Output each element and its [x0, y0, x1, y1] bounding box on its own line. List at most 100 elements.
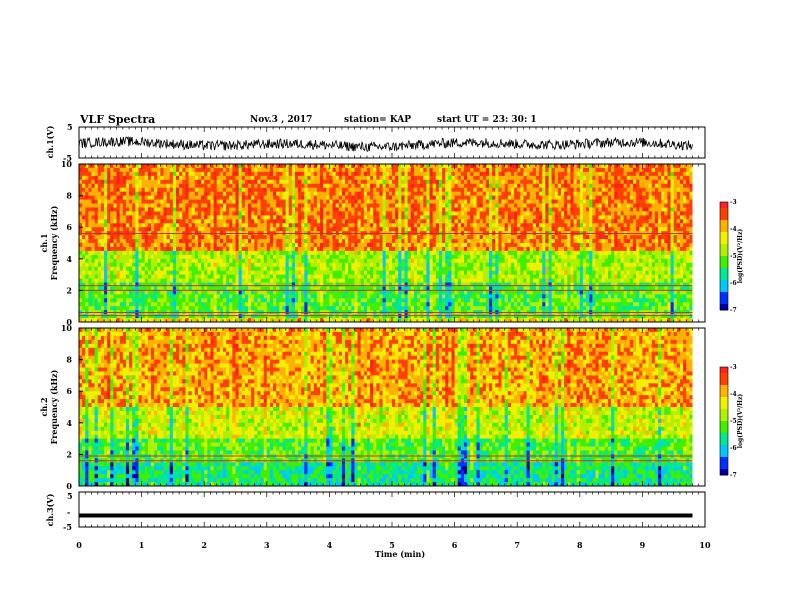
- spectrogram-cell: [298, 223, 302, 227]
- spectrogram-cell: [145, 259, 149, 263]
- spectrogram-cell: [126, 314, 130, 318]
- spectrogram-cell: [301, 200, 305, 204]
- spectrogram-cell: [110, 188, 114, 192]
- spectrogram-cell: [282, 227, 286, 231]
- spectrogram-cell: [120, 211, 124, 215]
- spectrogram-cell: [304, 211, 308, 215]
- spectrogram-cell: [304, 294, 308, 298]
- spectrogram-cell: [217, 164, 221, 168]
- spectrogram-cell: [292, 204, 296, 208]
- spectrogram-cell: [198, 207, 202, 211]
- spectrogram-cell: [176, 207, 180, 211]
- spectrogram-cell: [88, 247, 92, 251]
- spectrogram-cell: [298, 215, 302, 219]
- spectrogram-cell: [182, 279, 186, 283]
- spectrogram-cell: [292, 200, 296, 204]
- spectrogram-cell: [126, 219, 130, 223]
- spectrogram-cell: [85, 164, 89, 168]
- spectrogram-cell: [173, 298, 177, 302]
- spectrogram-cell: [179, 290, 183, 294]
- spectrogram-cell: [207, 255, 211, 259]
- spectrogram-cell: [257, 188, 261, 192]
- spectrogram-cell: [239, 294, 243, 298]
- spectrogram-cell: [117, 188, 121, 192]
- spectrogram-cell: [117, 283, 121, 287]
- spectrogram-cell: [229, 188, 233, 192]
- spectrogram-cell: [292, 168, 296, 172]
- spectrogram-cell: [95, 188, 99, 192]
- spectrogram-cell: [182, 290, 186, 294]
- spectrogram-cell: [88, 251, 92, 255]
- spectrogram-cell: [242, 267, 246, 271]
- spectrogram-cell: [176, 235, 180, 239]
- spectrogram-cell: [273, 259, 277, 263]
- spectrogram-cell: [220, 168, 224, 172]
- spectrogram-cell: [101, 290, 105, 294]
- spectrogram-cell: [289, 251, 293, 255]
- spectrogram-cell: [135, 180, 139, 184]
- spectrogram-cell: [167, 196, 171, 200]
- spectrogram-cell: [173, 207, 177, 211]
- spectrogram-cell: [217, 283, 221, 287]
- spectrogram-cell: [257, 243, 261, 247]
- spectrogram-cell: [295, 219, 299, 223]
- spectrogram-cell: [273, 263, 277, 267]
- spectrogram-cell: [242, 200, 246, 204]
- spectrogram-cell: [314, 215, 318, 219]
- spectrogram-cell: [151, 279, 155, 283]
- spectrogram-cell: [129, 290, 133, 294]
- spectrogram-cell: [201, 223, 205, 227]
- spectrogram-cell: [314, 314, 318, 318]
- spectrogram-cell: [164, 283, 168, 287]
- spectrogram-cell: [135, 164, 139, 168]
- spectrogram-cell: [217, 263, 221, 267]
- spectrogram-cell: [282, 302, 286, 306]
- spectrogram-cell: [101, 267, 105, 271]
- spectrogram-cell: [220, 223, 224, 227]
- spectrogram-cell: [92, 243, 96, 247]
- spectrogram-cell: [232, 227, 236, 231]
- spectrogram-cell: [85, 176, 89, 180]
- spectrogram-cell: [189, 207, 193, 211]
- spectrogram-cell: [88, 302, 92, 306]
- spectrogram-cell: [248, 219, 252, 223]
- spectrogram-cell: [304, 306, 308, 310]
- spectrogram-cell: [304, 168, 308, 172]
- spectrogram-cell: [148, 227, 152, 231]
- spectrogram-cell: [85, 219, 89, 223]
- spectrogram-cell: [148, 259, 152, 263]
- spectrogram-cell: [164, 180, 168, 184]
- spectrogram-cell: [151, 243, 155, 247]
- spectrogram-cell: [170, 200, 174, 204]
- spectrogram-cell: [251, 271, 255, 275]
- spectrogram-cell: [307, 247, 311, 251]
- spectrogram-cell: [185, 227, 189, 231]
- spectrogram-cell: [148, 306, 152, 310]
- spectrogram-cell: [273, 255, 277, 259]
- spectrogram-cell: [173, 223, 177, 227]
- spectrogram-cell: [298, 251, 302, 255]
- spectrogram-cell: [314, 176, 318, 180]
- spectrogram-cell: [126, 215, 130, 219]
- spectrogram-cell: [145, 271, 149, 275]
- spectrogram-cell: [160, 184, 164, 188]
- spectrogram-cell: [314, 235, 318, 239]
- spectrogram-cell: [245, 207, 249, 211]
- spectrogram-cell: [88, 235, 92, 239]
- spectrogram-cell: [117, 279, 121, 283]
- spectrogram-cell: [304, 200, 308, 204]
- spectrogram-cell: [251, 196, 255, 200]
- spectrogram-cell: [92, 235, 96, 239]
- spectrogram-cell: [254, 247, 258, 251]
- spectrogram-cell: [214, 259, 218, 263]
- spectrogram-cell: [220, 211, 224, 215]
- spectrogram-cell: [282, 215, 286, 219]
- spectrogram-cell: [92, 196, 96, 200]
- spectrogram-cell: [132, 279, 136, 283]
- spectrogram-cell: [138, 204, 142, 208]
- spectrogram-cell: [210, 172, 214, 176]
- spectrogram-cell: [129, 294, 133, 298]
- spectrogram-cell: [135, 239, 139, 243]
- spectrogram-cell: [261, 219, 265, 223]
- spectrogram-cell: [126, 267, 130, 271]
